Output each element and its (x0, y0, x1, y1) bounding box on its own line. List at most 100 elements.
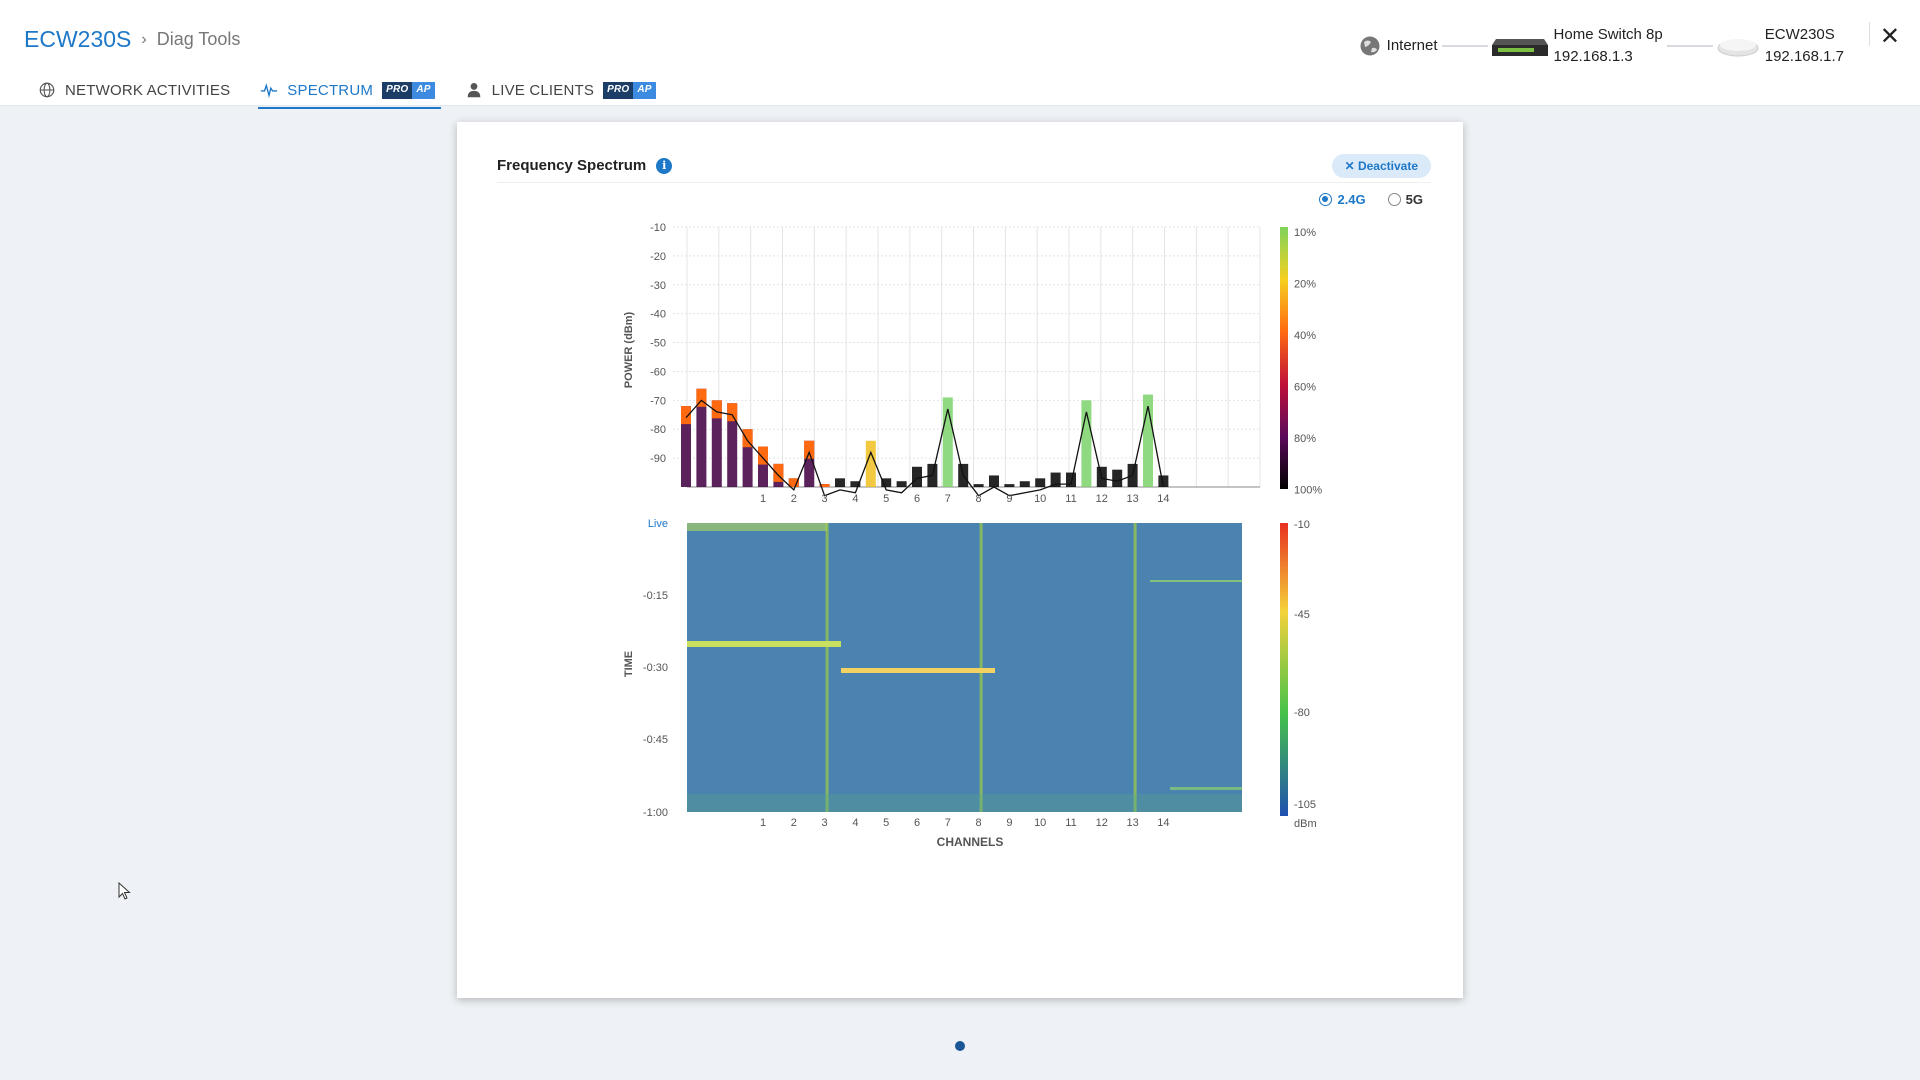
pro-ap-badge: PRO AP (382, 81, 435, 99)
spectrum-bar (912, 466, 922, 487)
y-tick-label: -80 (650, 424, 666, 436)
spectrum-bar (1019, 481, 1030, 487)
duty-legend-label: 100% (1294, 485, 1322, 497)
radio-icon (1387, 193, 1401, 206)
duty-legend-bar (1280, 227, 1288, 489)
switch-name: Home Switch 8p (1553, 26, 1663, 43)
heatmap-streak (1133, 523, 1137, 812)
y-tick-label: -50 (650, 338, 666, 350)
link-line (1441, 45, 1488, 47)
spectrum-bar (711, 400, 722, 487)
y-tick-label: -40 (650, 309, 666, 321)
spectrum-bar-peak (696, 388, 707, 407)
spectrum-bar (681, 406, 691, 487)
spectrum-bar-peak (742, 429, 753, 448)
tab-spectrum[interactable]: SPECTRUM PRO AP (258, 74, 442, 109)
x-tick-label: 4 (852, 817, 858, 829)
x-tick-label: 4 (852, 493, 858, 505)
band-radio-24g[interactable]: 2.4G (1319, 192, 1366, 207)
breadcrumb: ECW230S › Diag Tools (24, 26, 240, 53)
spectrum-bar-peak (773, 463, 784, 482)
top-bar: ECW230S › Diag Tools NETWORK ACTIVITIES … (0, 0, 1920, 109)
spectrum-bar-peak (711, 400, 722, 419)
spectrum-bar-peak (681, 406, 691, 425)
spectrum-bar (973, 484, 984, 487)
x-tick-label: 9 (1006, 493, 1012, 505)
globe-icon (39, 82, 55, 98)
page-dot[interactable] (955, 1041, 965, 1051)
spectrum-bar-peak (819, 484, 830, 487)
heatmap-area (687, 523, 1242, 812)
live-label: Live (648, 518, 668, 530)
spectrum-bar-peak (788, 478, 799, 487)
spectrum-bar (865, 440, 876, 487)
colorbar-label: -10 (1294, 519, 1310, 531)
x-tick-label: 8 (976, 817, 982, 829)
x-tick-label: 12 (1096, 493, 1108, 505)
heatmap-streak (825, 523, 829, 812)
band-selector: 2.4G 5G (1319, 192, 1423, 207)
switch-node[interactable]: Home Switch 8p 192.168.1.3 (1491, 24, 1663, 68)
x-tick-label: 13 (1126, 817, 1138, 829)
x-tick-label: 5 (883, 817, 889, 829)
spectrum-bar (850, 481, 861, 487)
info-icon[interactable]: i (656, 157, 673, 174)
heatmap-streak (1170, 787, 1242, 790)
y-tick-label: -90 (650, 453, 666, 465)
spectrum-bar-peak (804, 440, 815, 459)
time-tick-label: -1:00 (643, 807, 668, 819)
tab-live-clients[interactable]: LIVE CLIENTS PRO AP (465, 74, 656, 106)
tab-bar: NETWORK ACTIVITIES SPECTRUM PRO AP LIVE C… (38, 74, 656, 109)
dbm-colorbar (1280, 523, 1288, 816)
duty-legend-label: 20% (1294, 279, 1316, 291)
x-tick-label: 5 (883, 493, 889, 505)
breadcrumb-device[interactable]: ECW230S (24, 26, 132, 52)
x-tick-label: 7 (945, 493, 951, 505)
time-tick-label: -0:15 (643, 590, 668, 602)
y-tick-label: -30 (650, 280, 666, 292)
band-radio-5g[interactable]: 5G (1387, 192, 1423, 207)
person-icon (467, 82, 480, 98)
spectrum-bar (727, 403, 738, 487)
x-tick-label: 7 (945, 817, 951, 829)
radio-icon (1319, 193, 1333, 206)
spectrum-bar (696, 388, 707, 487)
ap-ip: 192.168.1.7 (1764, 48, 1844, 65)
spectrum-bar (835, 478, 845, 487)
x-tick-label: 3 (822, 817, 828, 829)
x-tick-label: 2 (791, 817, 797, 829)
spectrum-bar (1143, 394, 1153, 487)
tab-label: LIVE CLIENTS (491, 81, 595, 99)
access-point-icon (1717, 39, 1759, 57)
pro-ap-badge: PRO AP (603, 81, 656, 99)
close-icon[interactable]: ✕ (1879, 23, 1900, 50)
heatmap-speckle (687, 523, 827, 531)
network-topology: Internet Home Switch 8p 192.168.1.3 ECW2… (1359, 24, 1844, 68)
internet-node[interactable]: Internet (1359, 35, 1438, 57)
x-tick-label: 11 (1065, 817, 1076, 829)
colorbar-label: -45 (1294, 609, 1310, 621)
ap-node[interactable]: ECW230S 192.168.1.7 (1717, 24, 1844, 68)
globe-icon (1360, 36, 1380, 56)
x-tick-label: 1 (760, 817, 766, 829)
deactivate-button[interactable]: ✕ Deactivate (1331, 154, 1431, 178)
time-axis-label: TIME (623, 651, 635, 677)
spectrum-bar (1004, 484, 1015, 487)
card-title: Frequency Spectrum i (497, 157, 673, 174)
switch-icon (1491, 39, 1548, 56)
x-tick-label: 6 (914, 817, 920, 829)
tab-network-activities[interactable]: NETWORK ACTIVITIES (38, 74, 230, 106)
spectrum-trace-line (685, 399, 1165, 497)
heatmap-streak (1150, 580, 1242, 582)
time-tick-label: -0:45 (643, 734, 668, 746)
divider (497, 182, 1431, 183)
tab-label: SPECTRUM (287, 81, 374, 99)
spectrum-bar (1081, 400, 1092, 487)
y-tick-label: -20 (650, 251, 666, 263)
internet-label: Internet (1386, 37, 1438, 54)
heatmap-burst (687, 641, 841, 647)
spectrum-bar (1112, 469, 1123, 487)
x-tick-label: 10 (1034, 493, 1046, 505)
duty-legend-label: 80% (1294, 433, 1316, 445)
